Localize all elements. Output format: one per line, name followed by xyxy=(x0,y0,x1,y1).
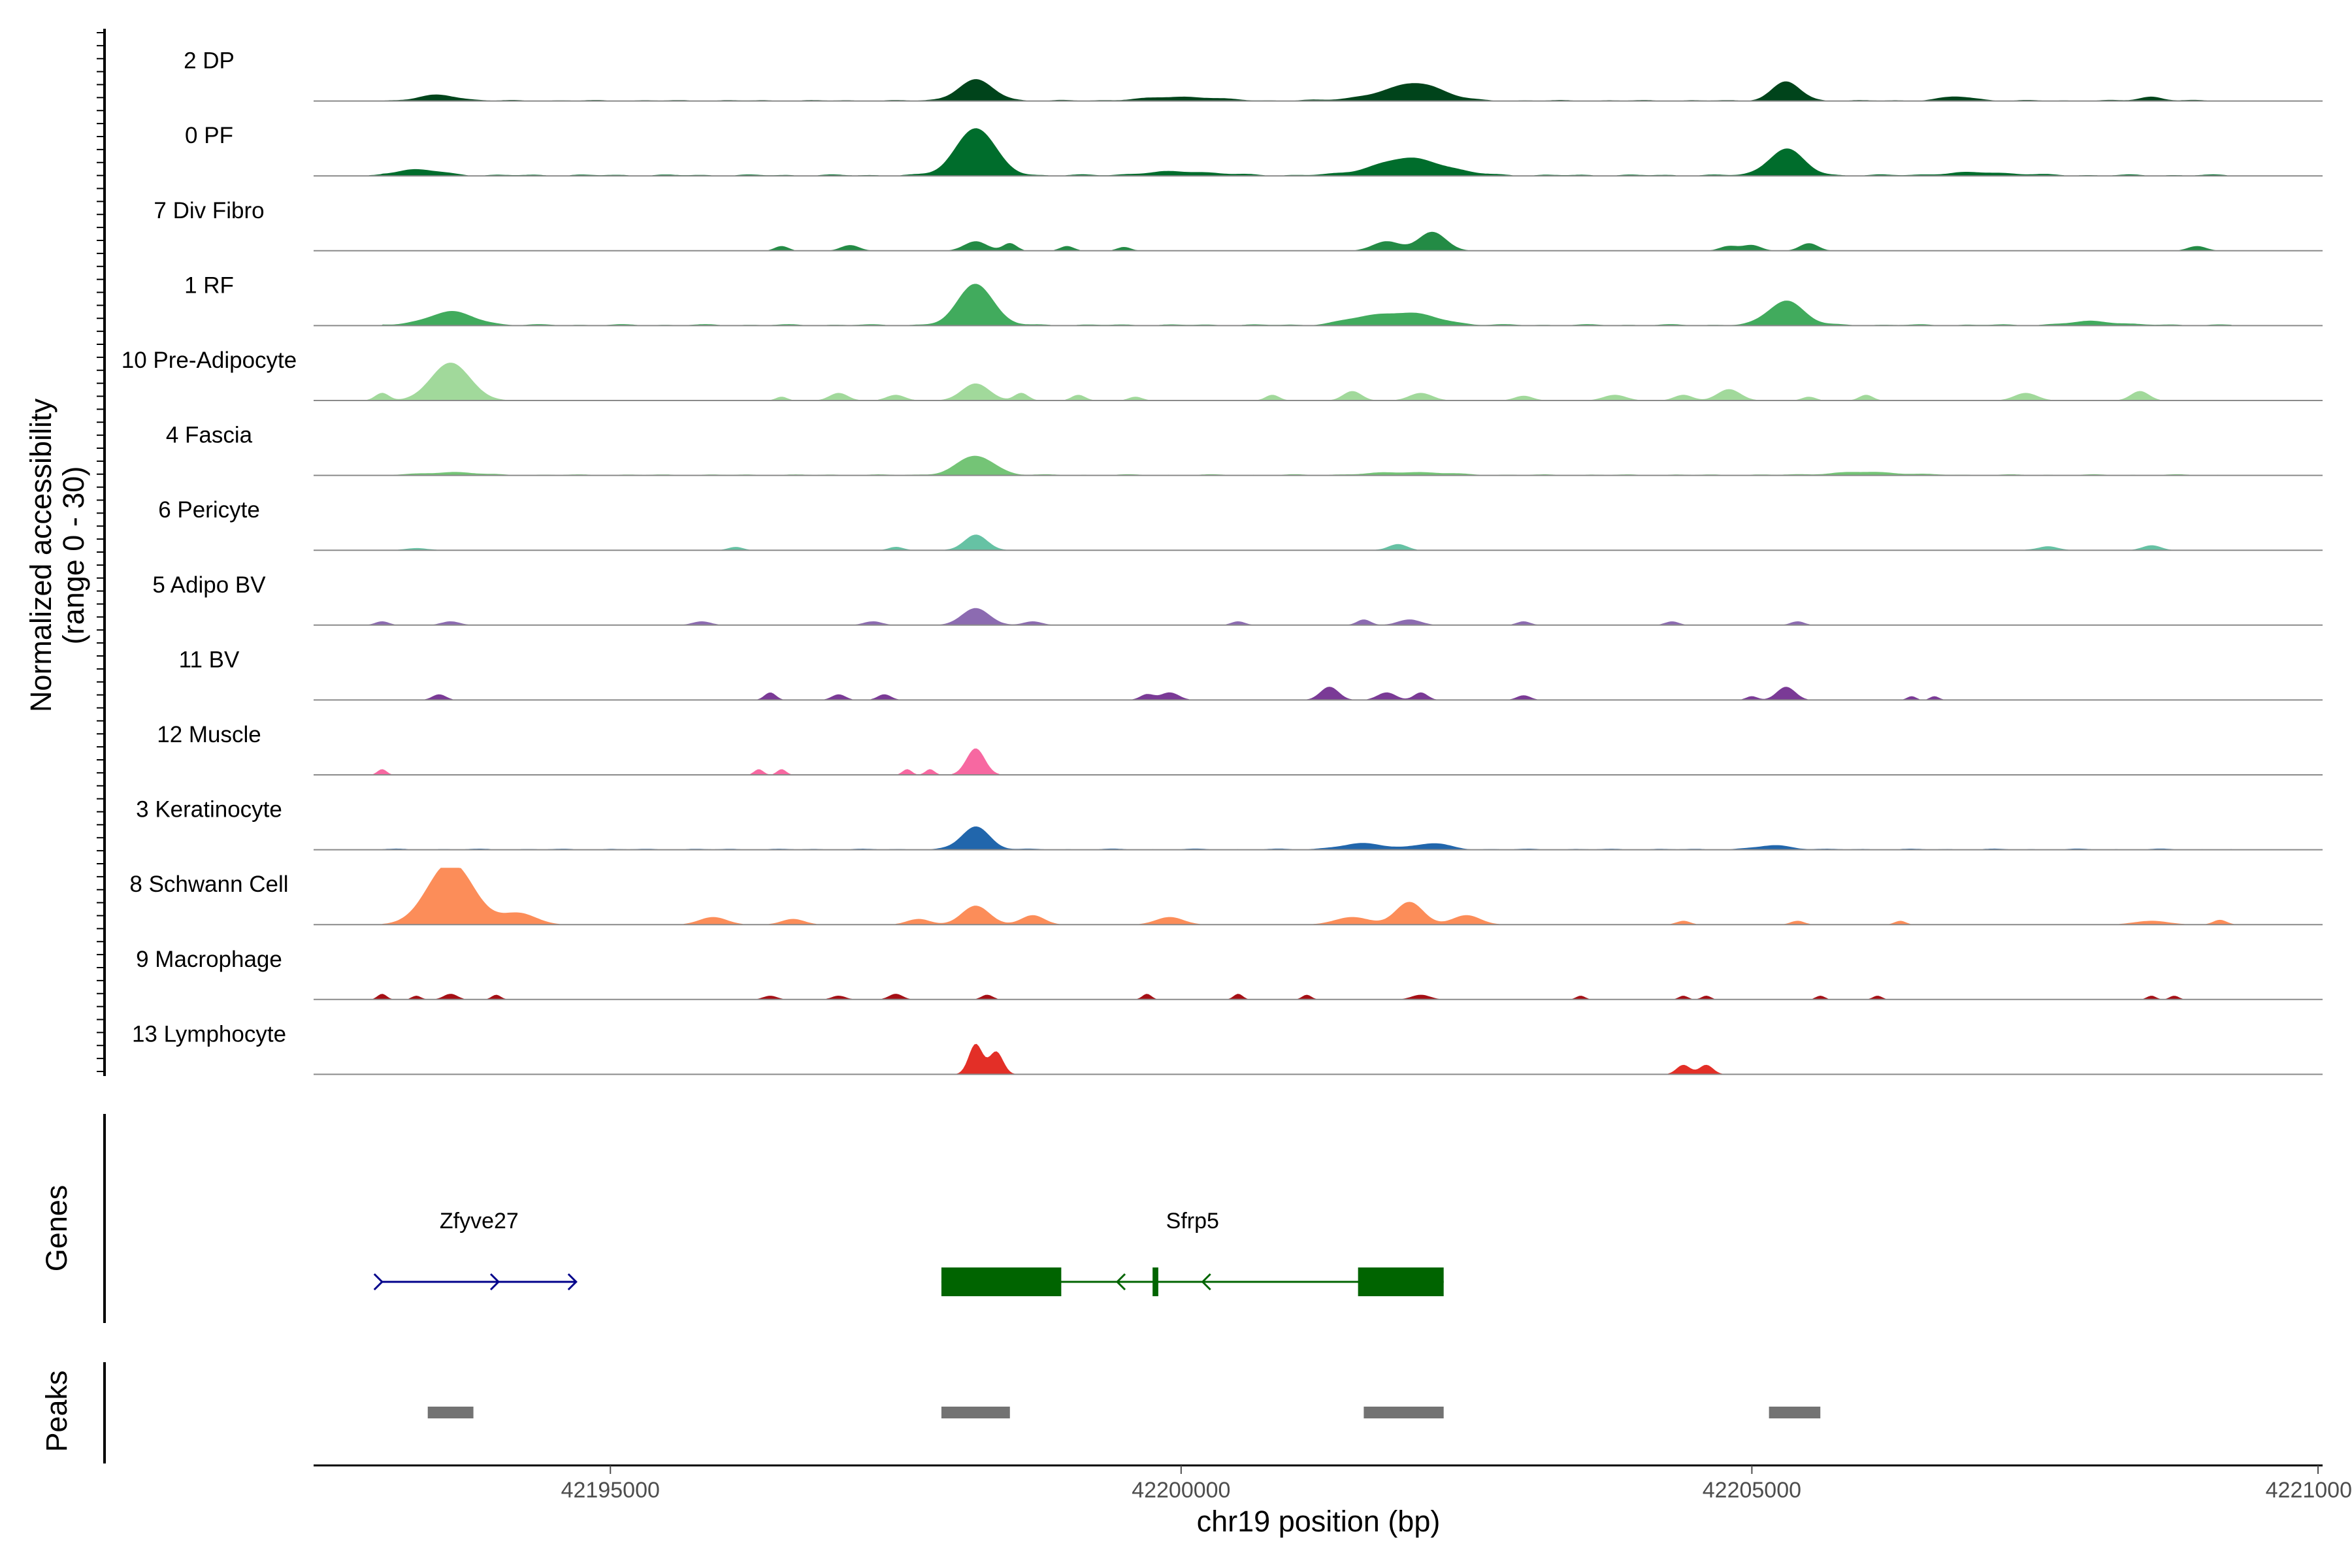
coverage-area xyxy=(314,284,2323,326)
track-label: 0 PF xyxy=(185,123,233,148)
peaks-panel-title: Peaks xyxy=(40,1370,73,1452)
track-1-rf: 1 RF xyxy=(184,272,2323,327)
track-label: 6 Pericyte xyxy=(158,497,260,523)
x-tick-label: 4221000 xyxy=(2266,1478,2352,1503)
coverage-area xyxy=(314,231,2323,251)
coverage-area xyxy=(314,687,2323,700)
coverage-area xyxy=(314,608,2323,625)
track-0-pf: 0 PF xyxy=(185,123,2323,177)
track-label: 1 RF xyxy=(184,272,234,298)
coverage-area xyxy=(314,455,2323,476)
track-label: 8 Schwann Cell xyxy=(129,872,288,897)
y-axis-title-line1: Normalized accessibility xyxy=(24,398,57,712)
coverage-area xyxy=(314,363,2323,400)
track-11-bv: 11 BV xyxy=(179,647,2323,701)
exon xyxy=(941,1267,1062,1296)
strand-arrow xyxy=(373,1273,384,1291)
exon xyxy=(1152,1267,1158,1296)
track-label: 2 DP xyxy=(184,48,235,74)
coverage-tracks: 2 DP 0 PF 7 Div Fibro 1 RF 10 Pre-Adipocyte 4… xyxy=(122,48,2323,1075)
coverage-area xyxy=(314,534,2323,551)
strand-arrow xyxy=(567,1273,578,1291)
x-tick-label: 42200000 xyxy=(1132,1478,1230,1503)
gene-annotations: Zfyve27 Sfrp5 xyxy=(373,1209,1444,1296)
track-10-pre-adipocyte: 10 Pre-Adipocyte xyxy=(122,348,2323,401)
track-label: 10 Pre-Adipocyte xyxy=(122,348,297,373)
track-label: 9 Macrophage xyxy=(136,947,282,972)
track-3-keratinocyte: 3 Keratinocyte xyxy=(136,797,2323,851)
peak-bar xyxy=(427,1407,474,1418)
x-tick-label: 42195000 xyxy=(561,1478,660,1503)
track-5-adipo-bv: 5 Adipo BV xyxy=(152,572,2323,626)
track-9-macrophage: 9 Macrophage xyxy=(136,947,2323,1000)
track-label: 11 BV xyxy=(179,647,240,672)
coverage-area xyxy=(314,748,2323,775)
track-label: 12 Muscle xyxy=(157,722,261,747)
track-4-fascia: 4 Fascia xyxy=(166,423,2323,476)
strand-arrow xyxy=(489,1273,500,1291)
coverage-area xyxy=(314,79,2323,101)
strand-arrow xyxy=(1201,1273,1211,1291)
peak-bar xyxy=(1769,1407,1821,1418)
track-13-lymphocyte: 13 Lymphocyte xyxy=(132,1021,2323,1075)
peak-bar xyxy=(1364,1407,1444,1418)
coverage-area xyxy=(314,826,2323,850)
x-tick-label: 42205000 xyxy=(1703,1478,1801,1503)
peak-bar xyxy=(941,1407,1010,1418)
coverage-area xyxy=(314,1043,2323,1075)
gene-sfrp5: Sfrp5 xyxy=(941,1209,1444,1296)
gene-zfyve27: Zfyve27 xyxy=(373,1209,578,1291)
gene-label: Sfrp5 xyxy=(1166,1209,1219,1233)
track-label: 13 Lymphocyte xyxy=(132,1021,286,1047)
track-label: 4 Fascia xyxy=(166,423,253,448)
track-12-muscle: 12 Muscle xyxy=(157,722,2323,776)
peak-annotations xyxy=(427,1407,1821,1418)
coverage-area xyxy=(314,994,2323,1000)
track-2-dp: 2 DP xyxy=(184,48,2323,102)
gene-label: Zfyve27 xyxy=(440,1209,519,1233)
track-label: 3 Keratinocyte xyxy=(136,797,282,823)
track-label: 5 Adipo BV xyxy=(152,572,266,598)
x-axis-title: chr19 position (bp) xyxy=(1197,1505,1441,1538)
track-7-div-fibro: 7 Div Fibro xyxy=(154,198,2323,252)
track-label: 7 Div Fibro xyxy=(154,198,264,223)
y-axis-title: Normalized accessibility (range 0 - 30) xyxy=(24,398,90,712)
strand-arrow xyxy=(1115,1273,1126,1291)
track-8-schwann-cell: 8 Schwann Cell xyxy=(129,868,2323,926)
y-axis-title-line2: (range 0 - 30) xyxy=(57,466,90,645)
genes-panel-title: Genes xyxy=(40,1185,73,1272)
coverage-area xyxy=(314,868,2323,925)
axes: 42195000 42200000 42205000 4221000 xyxy=(97,29,2352,1503)
exon xyxy=(1358,1267,1444,1296)
coverage-area xyxy=(314,128,2323,176)
track-6-pericyte: 6 Pericyte xyxy=(158,497,2323,551)
